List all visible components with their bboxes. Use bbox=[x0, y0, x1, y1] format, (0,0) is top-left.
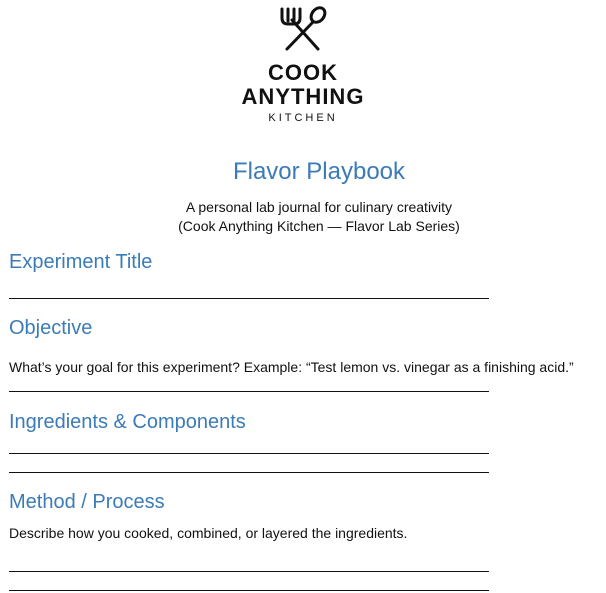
brand-logo: COOK ANYTHING KITCHEN bbox=[0, 6, 606, 124]
logo-wordmark-line-1: COOK bbox=[268, 60, 338, 85]
document-subtitle-line-1: A personal lab journal for culinary crea… bbox=[185, 199, 453, 215]
objective-heading: Objective bbox=[9, 317, 93, 339]
method-answer-line-1 bbox=[9, 571, 489, 572]
logo-wordmark-line-2: ANYTHING bbox=[241, 84, 365, 109]
method-heading: Method / Process bbox=[9, 491, 165, 513]
method-prompt: Describe how you cooked, combined, or la… bbox=[9, 525, 408, 541]
objective-answer-line bbox=[9, 391, 489, 392]
ingredients-answer-line-1 bbox=[9, 453, 489, 454]
ingredients-heading: Ingredients & Components bbox=[9, 411, 246, 433]
objective-prompt: What’s your goal for this experiment? Ex… bbox=[9, 359, 574, 375]
document-title: Flavor Playbook bbox=[232, 158, 406, 185]
document-subtitle-line-2: (Cook Anything Kitchen — Flavor Lab Seri… bbox=[178, 218, 460, 234]
experiment-title-heading: Experiment Title bbox=[9, 251, 153, 273]
ingredients-answer-line-2 bbox=[9, 472, 489, 473]
method-answer-line-2 bbox=[9, 590, 489, 591]
crossed-fork-spoon-icon bbox=[280, 6, 327, 51]
experiment-title-answer-line bbox=[9, 298, 489, 299]
logo-wordmark-sub: KITCHEN bbox=[268, 112, 338, 124]
